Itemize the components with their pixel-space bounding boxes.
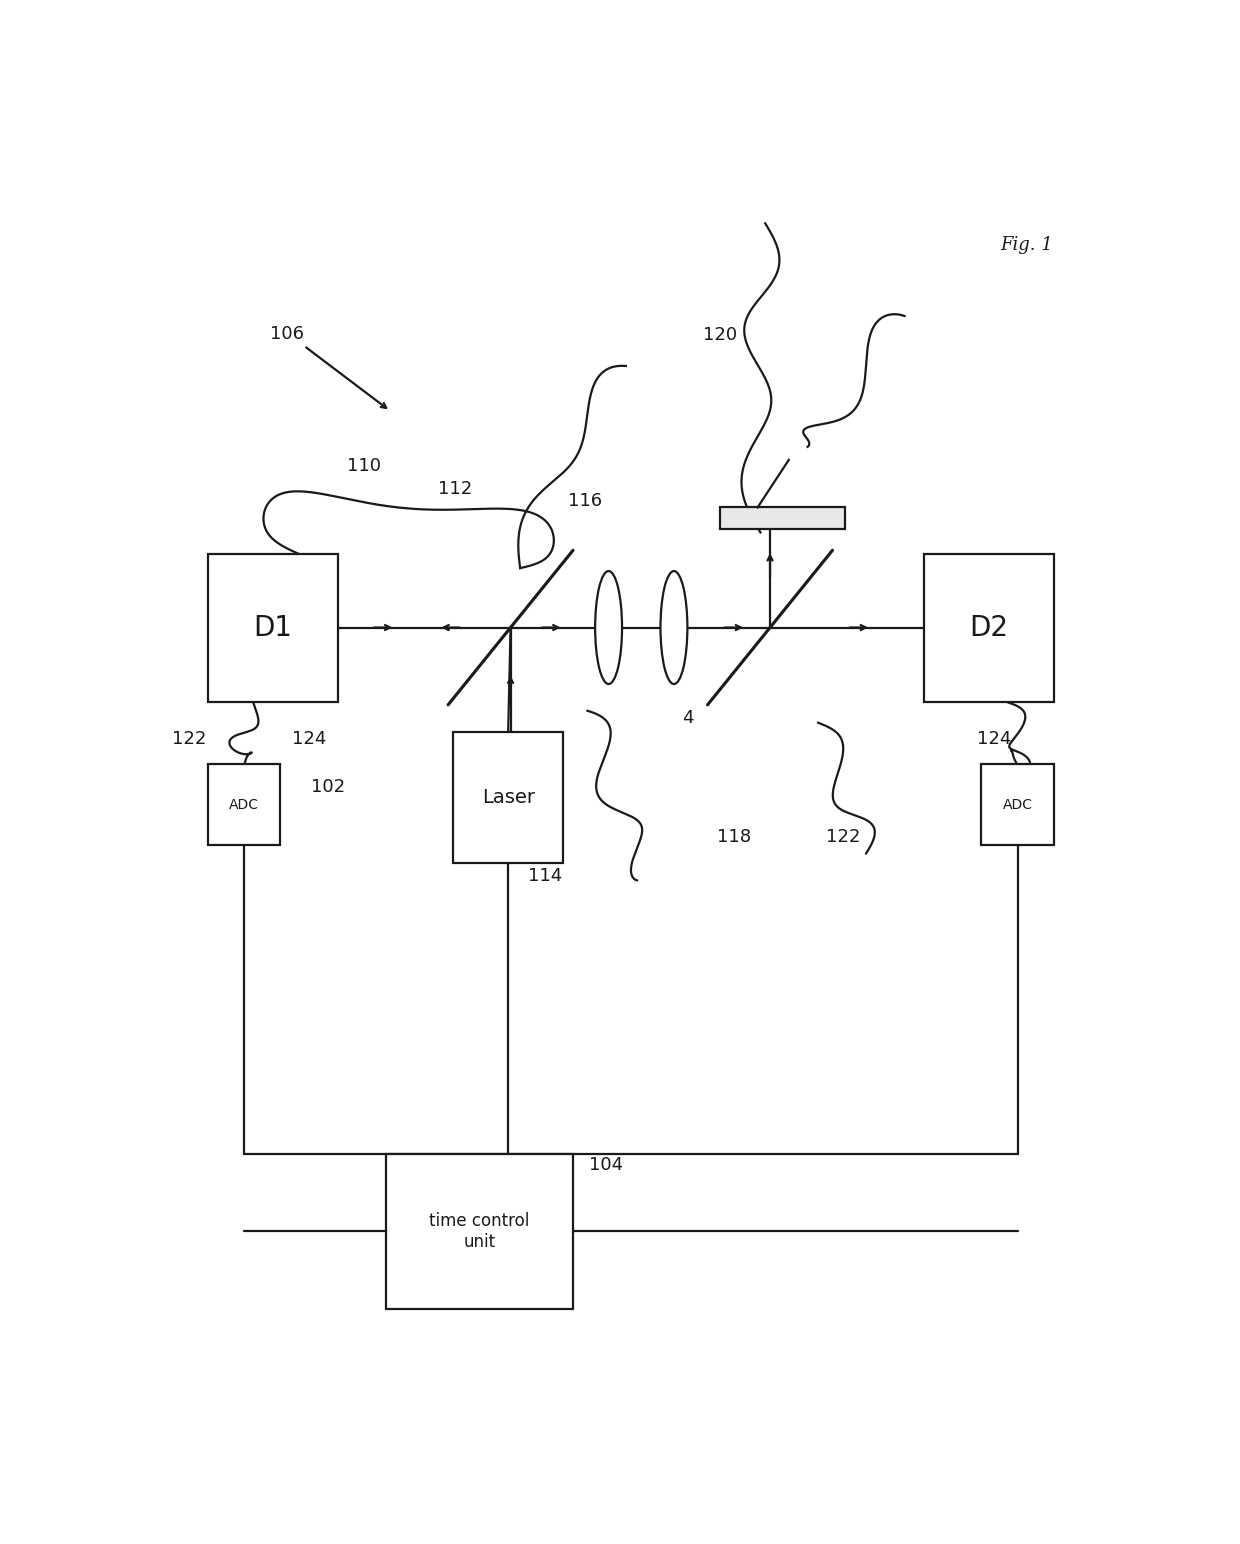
Text: D2: D2 [970,615,1008,642]
Ellipse shape [595,571,622,684]
Text: 122: 122 [826,828,861,846]
Text: 112: 112 [439,480,472,499]
Bar [208,554,337,703]
Ellipse shape [661,571,687,684]
Text: 124: 124 [977,730,1011,747]
Bar [386,1155,573,1309]
Text: 102: 102 [311,778,345,795]
Bar [924,554,1054,703]
Bar [720,508,844,530]
Text: 122: 122 [172,730,207,747]
Bar [208,764,280,845]
Text: 104: 104 [589,1155,624,1173]
Text: 106: 106 [270,324,304,343]
Text: 120: 120 [703,326,737,344]
Text: Laser: Laser [481,787,534,808]
Bar [982,764,1054,845]
Text: 124: 124 [293,730,327,747]
Text: D1: D1 [253,615,293,642]
Text: time control
unit: time control unit [429,1212,529,1251]
Text: 118: 118 [717,828,751,846]
Text: Fig. 1: Fig. 1 [1001,236,1054,253]
Text: ADC: ADC [1002,798,1033,812]
Text: 110: 110 [347,457,381,474]
Text: 4: 4 [682,709,693,727]
Text: ADC: ADC [229,798,259,812]
Text: 114: 114 [528,866,562,885]
Bar [453,732,563,863]
Text: 116: 116 [568,493,603,510]
